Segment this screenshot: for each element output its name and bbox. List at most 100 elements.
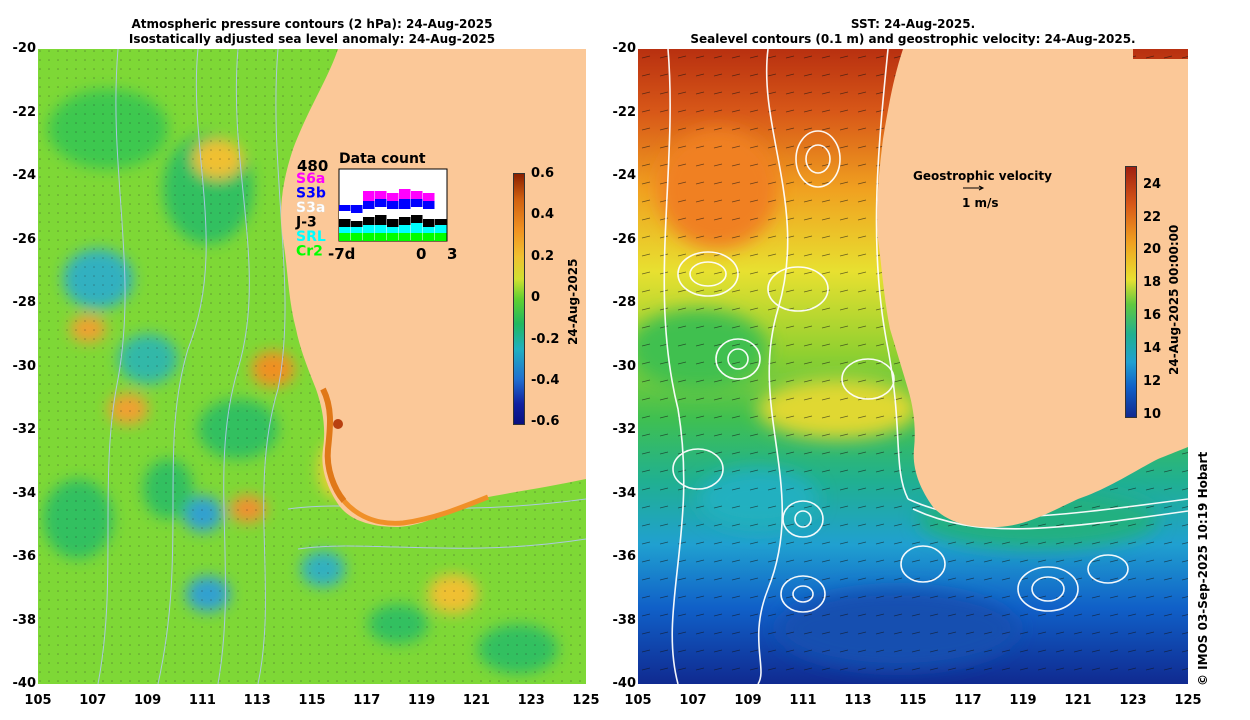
right-title-line2: Sealevel contours (0.1 m) and geostrophi…: [690, 32, 1136, 46]
count-bar-segment: [423, 233, 435, 241]
right-lon-tick: 121: [1064, 693, 1092, 708]
count-bar-segment: [363, 191, 375, 201]
sst-map-svg: Geostrophic velocity 1 m/s: [638, 49, 1188, 684]
count-bar-segment: [339, 205, 351, 211]
count-bar-segment: [399, 189, 411, 199]
right-lon-tick: 109: [734, 693, 762, 708]
count-bar-segment: [363, 217, 375, 225]
left-lon-tick: 105: [24, 693, 52, 708]
count-bar-segment: [351, 227, 363, 233]
right-lon-tick: 115: [899, 693, 927, 708]
right-lat-tick: -20: [612, 41, 637, 56]
left-lat-tick: -26: [12, 231, 37, 247]
count-bar-segment: [423, 201, 435, 209]
count-bar-segment: [351, 221, 363, 227]
sst-cb-tick-0: 24: [1143, 177, 1162, 192]
right-lon-tick: 105: [624, 693, 652, 708]
left-title: Atmospheric pressure contours (2 hPa): 2…: [38, 17, 586, 47]
left-lon-tick: 113: [243, 693, 271, 708]
right-lat-tick: -30: [612, 358, 637, 374]
left-lat-tick: -40: [12, 676, 37, 691]
velocity-legend-title: Geostrophic velocity: [913, 169, 1052, 183]
count-bar-segment: [411, 207, 423, 215]
count-bar-segment: [399, 217, 411, 225]
left-lon-tick: 125: [572, 693, 600, 708]
anomaly-cb-tick-6: -0.6: [531, 414, 560, 429]
right-lat-tick: -32: [612, 422, 637, 437]
count-bar-segment: [363, 201, 375, 209]
mission-label-s3b: S3b: [296, 186, 326, 202]
count-bar-segment: [363, 209, 375, 217]
anomaly-cb-tick-5: -0.4: [531, 373, 560, 388]
anomaly-map: 480 Data count S6a S3b S3a J-3 SRL Cr2 -7d 0 …: [38, 49, 586, 684]
count-bar-segment: [339, 227, 351, 233]
data-count-title: Data count: [339, 151, 426, 167]
anomaly-cb-tick-1: 0.4: [531, 207, 555, 222]
mission-label-srl: SRL: [296, 229, 326, 245]
count-bar-segment: [375, 199, 387, 207]
count-bar-segment: [339, 211, 351, 219]
count-bar-segment: [423, 227, 435, 233]
left-lon-tick: 117: [353, 693, 381, 708]
count-bar-segment: [387, 233, 399, 241]
count-bar-segment: [399, 199, 411, 209]
mission-label-s3a: S3a: [296, 200, 325, 216]
count-bar-segment: [411, 215, 423, 223]
left-lon-tick: 123: [517, 693, 545, 708]
count-bar-segment: [423, 193, 435, 201]
sst-cb-tick-2: 20: [1143, 242, 1162, 257]
count-bar-segment: [423, 209, 435, 219]
mission-label-s6a: S6a: [296, 171, 325, 187]
count-bar-segment: [435, 225, 447, 233]
left-lat-tick: -24: [12, 168, 37, 183]
right-lon-tick: 125: [1174, 693, 1202, 708]
sst-cb-tick-3: 18: [1143, 275, 1162, 290]
left-lon-tick: 119: [408, 693, 436, 708]
mission-label-cr2: Cr2: [296, 244, 323, 260]
anomaly-cb-tick-3: 0: [531, 290, 541, 305]
count-bar-segment: [339, 219, 351, 227]
right-lat-tick: -40: [612, 676, 637, 691]
right-lon-tick: 123: [1119, 693, 1147, 708]
axis-label-start: -7d: [328, 245, 355, 263]
right-lat-tick: -28: [612, 295, 637, 310]
count-bar-segment: [435, 211, 447, 219]
left-lon-tick: 111: [188, 693, 216, 708]
count-bar-segment: [375, 191, 387, 199]
anomaly-cb-tick-4: -0.2: [531, 332, 560, 347]
count-bar-segment: [435, 219, 447, 225]
sst-cb-tick-5: 14: [1143, 341, 1162, 356]
count-bar-segment: [411, 191, 423, 199]
count-bar-segment: [363, 233, 375, 241]
count-bar-segment: [375, 233, 387, 241]
left-lat-tick: -38: [12, 612, 37, 628]
sst-cb-tick-7: 10: [1143, 407, 1162, 422]
data-count-max: 480: [297, 157, 328, 175]
count-bar-segment: [351, 213, 363, 221]
sst-colorbar-label: 24-Aug-2025 00:00:00: [1167, 224, 1181, 375]
left-lon-tick: 109: [134, 693, 162, 708]
velocity-scale: 1 m/s: [962, 196, 999, 210]
count-bar-segment: [399, 209, 411, 217]
count-bar-segment: [375, 215, 387, 225]
count-bar-segment: [387, 201, 399, 209]
left-lon-tick: 115: [298, 693, 326, 708]
count-bar-segment: [375, 225, 387, 233]
data-count-bars: [339, 189, 447, 241]
sst-map: Geostrophic velocity 1 m/s: [638, 49, 1188, 684]
coastal-hotspot-marker: [333, 419, 343, 429]
right-lon-tick: 119: [1009, 693, 1037, 708]
anomaly-cb-tick-0: 0.6: [531, 166, 555, 181]
count-bar-segment: [363, 225, 375, 233]
right-lat-tick: -24: [612, 168, 637, 183]
velocity-arrowhead-icon: [978, 185, 985, 191]
left-title-line2: Isostatically adjusted sea level anomaly…: [128, 32, 496, 46]
count-bar-segment: [423, 219, 435, 227]
right-title: SST: 24-Aug-2025. Sealevel contours (0.1…: [638, 17, 1188, 47]
left-lat-tick: -34: [12, 485, 37, 501]
count-bar-segment: [411, 233, 423, 241]
anomaly-colorbar-label: 24-Aug-2025: [566, 258, 580, 345]
